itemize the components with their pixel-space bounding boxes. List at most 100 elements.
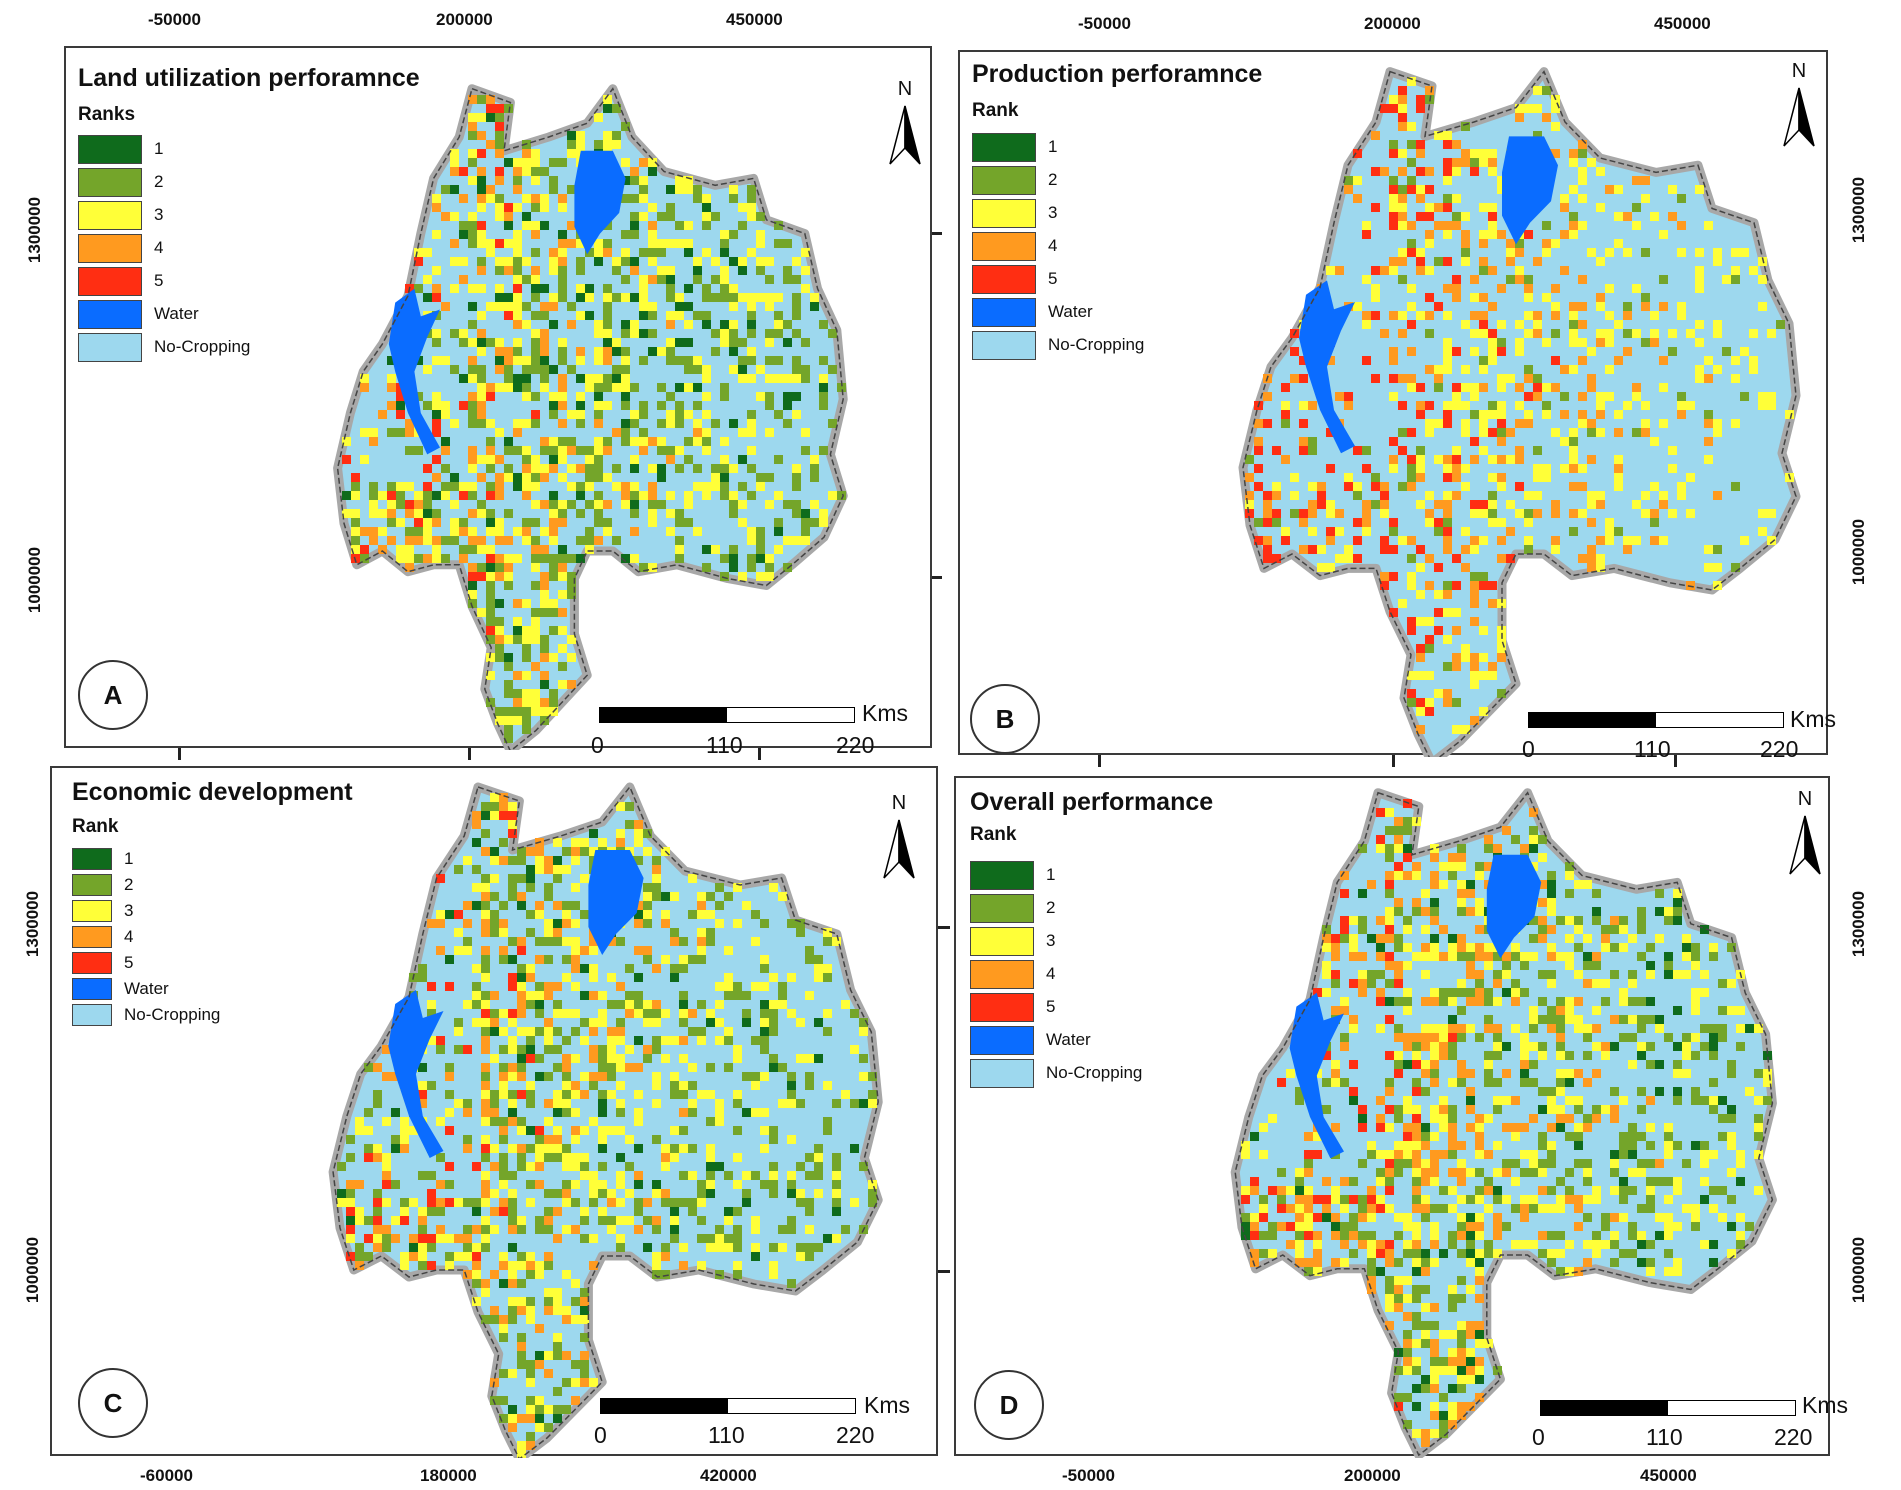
grid-tick [938,926,950,929]
legend-label: Water [1046,1030,1091,1049]
legend-label: No-Cropping [1046,1063,1143,1082]
map-panel-d: Overall performance Rank 1 2 3 4 5 Water No-Cr… [954,776,1848,1458]
legend-item: 4 [972,231,1057,261]
legend-label: 3 [1046,931,1056,950]
region-outline [336,87,845,750]
x-axis-label: 450000 [726,10,783,29]
legend-label: No-Cropping [1048,335,1145,354]
legend-swatch [972,330,1036,360]
grid-tick [1674,755,1677,767]
x-axis-label: 420000 [700,1466,757,1485]
legend-label: 5 [124,953,134,972]
legend-swatch [970,1025,1034,1055]
panel-title: Economic development [72,778,353,806]
legend-item: 4 [78,233,163,263]
legend-item: No-Cropping [970,1058,1142,1088]
legend-item: 5 [72,948,133,978]
scale-tick-0: 0 [594,1422,607,1448]
legend-swatch [78,134,142,164]
y-axis-label: 1000000 [23,1236,43,1304]
legend-item: 3 [72,896,133,926]
legend-label: 2 [1048,170,1058,189]
legend-item: 1 [78,134,163,164]
scale-tick-220: 220 [836,1422,875,1448]
north-arrow-label: N [891,792,907,814]
lake [588,850,644,955]
legend-label: 2 [1046,898,1056,917]
legend-label: Water [154,304,199,323]
legend-label: 1 [154,139,164,158]
legend-swatch [78,299,142,329]
legend-item: 3 [970,926,1055,956]
north-arrow-label: N [1791,60,1807,82]
y-axis-label: 1000000 [1849,518,1869,586]
scale-unit: Kms [1802,1392,1848,1418]
legend-swatch [970,860,1034,890]
scale-unit: Kms [862,700,908,726]
north-arrow-label: N [1797,788,1813,810]
north-arrow: N [878,792,920,882]
legend-title: Rank [72,816,119,837]
legend-item: 1 [970,860,1055,890]
scale-tick-110: 110 [706,732,743,758]
panel-letter-badge: D [974,1370,1044,1440]
legend-item: 3 [972,198,1057,228]
legend-swatch [972,297,1036,327]
legend-title: Ranks [78,104,136,125]
map-panel-c: Economic development Rank 1 2 3 4 5 Water No-C… [50,766,938,1458]
legend-item: Water [78,299,199,329]
lake [574,150,626,255]
scale-tick-0: 0 [1532,1424,1545,1450]
x-axis-label: -50000 [1062,1466,1115,1485]
legend-swatch [972,198,1036,228]
region-map-c [328,782,883,1458]
x-axis-label: -60000 [140,1466,193,1485]
legend-swatch [78,167,142,197]
region-outline [1242,70,1797,757]
legend-item: Water [970,1025,1091,1055]
legend-swatch [970,893,1034,923]
grid-tick [1098,755,1101,767]
legend-swatch [72,978,112,1000]
legend-swatch [78,200,142,230]
reservoir [388,990,444,1158]
legend-swatch [970,959,1034,989]
lake [1502,136,1558,245]
scale-bar [599,707,855,723]
legend-item: 2 [72,870,133,900]
region-map-b [1238,67,1801,757]
rank-mosaic [342,95,846,743]
panel-letter-badge: B [970,684,1040,754]
legend-item: 1 [72,844,133,874]
legend-title: Rank [970,824,1017,845]
legend-label: 4 [154,238,164,257]
scale-bar [600,1398,856,1414]
scale-tick-0: 0 [1522,736,1535,762]
y-axis-label: 1300000 [23,890,43,958]
legend-label: 2 [154,172,164,191]
legend-label: Water [124,979,169,998]
legend-swatch [72,926,112,948]
legend-label: 1 [1046,865,1056,884]
legend-label: No-Cropping [124,1005,221,1024]
grid-tick [932,576,942,579]
scale-bar [1528,712,1784,728]
legend-label: No-Cropping [154,337,251,356]
scale-tick-220: 220 [836,732,875,758]
north-arrow: N [1784,788,1826,878]
legend-swatch [972,165,1036,195]
legend-swatch [970,926,1034,956]
legend-item: Water [72,974,169,1004]
legend-label: 4 [124,927,134,946]
legend-item: 2 [972,165,1057,195]
legend-item: 5 [972,264,1057,294]
map-panel-b: Production perforamnce Rank 1 2 3 4 5 Water No… [958,50,1836,762]
scale-bar [1540,1400,1796,1416]
legend-swatch [972,264,1036,294]
panel-title: Land utilization perforamnce [78,64,420,92]
region-outline [332,785,880,1458]
north-arrow: N [884,78,926,168]
scale-unit: Kms [1790,706,1836,732]
legend-item: No-Cropping [72,1000,220,1030]
region-map-a [333,84,848,750]
